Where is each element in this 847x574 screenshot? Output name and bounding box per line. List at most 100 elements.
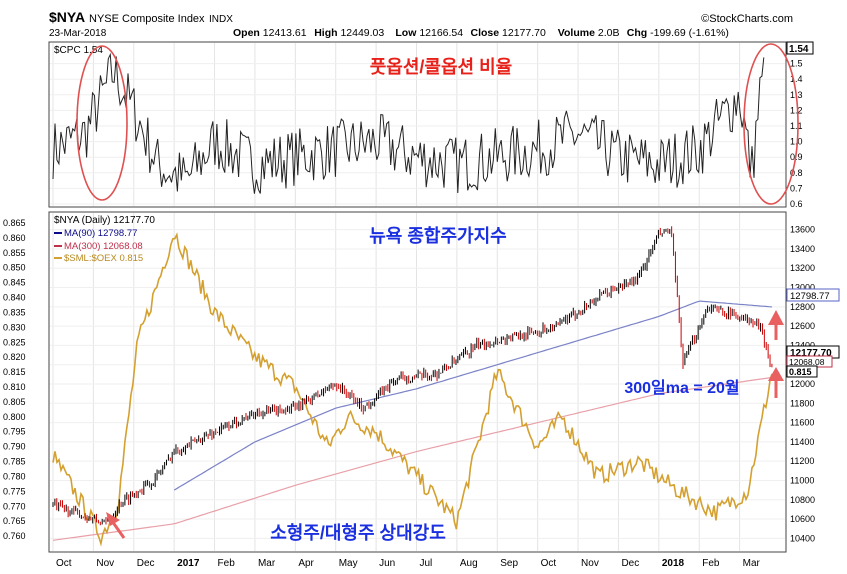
nya-y-tick: 13600 (790, 225, 815, 235)
nya-annotation: 뉴욕 종합주가지수 (369, 225, 506, 246)
ohlc-row: Open 12413.61 High 12449.03 Low 12166.54 Cl… (233, 27, 729, 39)
arrow-mar2018-high (768, 310, 784, 340)
arrow-mar2018-low (768, 367, 784, 398)
nya-y-tick: 11200 (790, 456, 814, 466)
pcr-circle-nov2016 (76, 45, 128, 201)
pcr-legend: $CPC 1.54 (54, 45, 103, 56)
symbol-title: $NYA (49, 9, 85, 25)
svg-text:12177.70: 12177.70 (790, 348, 832, 359)
exchange-label: INDX (209, 14, 233, 25)
ohlc-open: Open 12413.61 (233, 27, 307, 39)
x-tick-label: Oct (56, 558, 72, 569)
x-tick-label: Feb (702, 558, 720, 569)
x-tick-label: 2018 (662, 558, 685, 569)
arrow-nov2016 (106, 512, 126, 539)
pcr-y-tick: 1.1 (790, 121, 803, 131)
x-tick-label: Dec (137, 558, 155, 569)
nya-legend-price: $NYA (Daily) 12177.70 (54, 215, 155, 226)
smloex-y-tick: 0.800 (3, 412, 26, 422)
smloex-y-tick: 0.795 (3, 427, 26, 437)
svg-text:0.815: 0.815 (789, 367, 812, 377)
pcr-y-tick: 0.7 (790, 183, 803, 193)
chart-header: $NYA NYSE Composite Index INDX ©StockCha… (49, 9, 793, 39)
smloex-y-tick: 0.830 (3, 322, 26, 332)
nya-legend-ma300: MA(300) 12068.08 (64, 241, 143, 252)
nya-legend: $NYA (Daily) 12177.70 MA(90) 12798.77 MA… (54, 215, 155, 264)
x-tick-label: Nov (96, 558, 114, 569)
smloex-y-tick: 0.850 (3, 263, 26, 273)
svg-text:12798.77: 12798.77 (790, 291, 830, 302)
nya-y-tick: 12000 (790, 379, 815, 389)
x-tick-label: Mar (258, 558, 276, 569)
smloex-y-tick: 0.840 (3, 293, 26, 303)
nya-y-tick: 11800 (790, 398, 814, 408)
nya-y-tick: 13000 (790, 283, 815, 293)
x-tick-label: Oct (541, 558, 557, 569)
ohlc-volume: Volume 2.0B (558, 27, 620, 39)
pcr-y-tick: 1.4 (790, 74, 803, 84)
smloex-y-tick: 0.780 (3, 471, 26, 481)
nya-y-tick: 13200 (790, 263, 815, 273)
x-tick-label: Apr (298, 558, 314, 569)
nya-y-tick: 10800 (790, 495, 815, 505)
nya-y-tick: 10600 (790, 514, 815, 524)
smloex-annotation: 소형주/대형주 상대강도 (270, 523, 446, 543)
ohlc-high: High 12449.03 (314, 27, 384, 39)
nya-legend-ma90: MA(90) 12798.77 (64, 228, 137, 239)
smloex-y-tick: 0.765 (3, 516, 26, 526)
pcr-y-tick: 1.0 (790, 137, 803, 147)
ma90-last-tag: 12798.77 (786, 288, 840, 302)
pcr-y-tick: 0.6 (790, 199, 803, 209)
x-tick-label: Mar (743, 558, 761, 569)
smloex-y-tick: 0.835 (3, 307, 26, 317)
smloex-y-tick: 0.785 (3, 457, 26, 467)
x-tick-label: Sep (500, 558, 518, 569)
smloex-y-tick: 0.810 (3, 382, 26, 392)
pcr-series-line (52, 52, 765, 194)
x-tick-label: Jun (379, 558, 395, 569)
smloex-y-tick: 0.775 (3, 486, 26, 496)
smloex-last-tag: 0.815 (786, 365, 818, 378)
ohlc-low: Low 12166.54 (395, 27, 463, 39)
pcr-y-tick: 0.8 (790, 168, 803, 178)
smloex-y-tick: 0.790 (3, 442, 26, 452)
smloex-y-tick: 0.770 (3, 501, 26, 511)
brand-label: ©StockCharts.com (701, 13, 793, 25)
nya-panel-frame (48, 211, 787, 553)
x-tick-label: Jul (420, 558, 433, 569)
ma300-last-tag: 12068.08 (786, 355, 833, 368)
nya-legend-smloex: $SML:$OEX 0.815 (64, 253, 143, 264)
smloex-y-tick: 0.815 (3, 367, 26, 377)
x-tick-label: 2017 (177, 558, 200, 569)
nya-y-tick: 10400 (790, 533, 815, 543)
nya-y-tick: 12400 (790, 340, 815, 350)
pcr-annotation: 풋옵션/콜옵션 비율 (370, 57, 512, 77)
pcr-last-tag: 1.54 (786, 41, 814, 55)
smloex-y-tick: 0.860 (3, 233, 26, 243)
svg-text:1.54: 1.54 (789, 44, 809, 55)
smloex-y-tick: 0.845 (3, 278, 26, 288)
nya-y-tick: 11400 (790, 437, 814, 447)
pcr-y-tick: 1.2 (790, 105, 803, 115)
ma90-line (173, 300, 772, 491)
smloex-y-tick: 0.865 (3, 218, 26, 228)
nya-y-tick: 13400 (790, 244, 815, 254)
index-name: NYSE Composite Index (89, 13, 205, 25)
x-tick-label: Dec (621, 558, 639, 569)
pcr-panel-frame (48, 41, 787, 208)
nya-y-tick: 11000 (790, 475, 814, 485)
chart-date: 23-Mar-2018 (49, 28, 107, 39)
pcr-y-tick: 1.5 (790, 59, 803, 69)
ma-annotation: 300일ma = 20월 (624, 379, 739, 397)
nya-y-tick: 11600 (790, 418, 814, 428)
x-tick-label: Nov (581, 558, 599, 569)
grid-layer (50, 43, 785, 551)
x-tick-label: Feb (218, 558, 236, 569)
x-tick-label: May (339, 558, 358, 569)
ohlc-close: Close 12177.70 (471, 27, 546, 39)
pcr-circle-mar2018 (743, 43, 799, 205)
axis-layer: Oct Nov Dec 2017 Feb Mar Apr May Jun Jul Aug Sep Oct… (3, 59, 815, 569)
smloex-y-tick: 0.855 (3, 248, 26, 258)
svg-text:12068.08: 12068.08 (789, 357, 825, 367)
